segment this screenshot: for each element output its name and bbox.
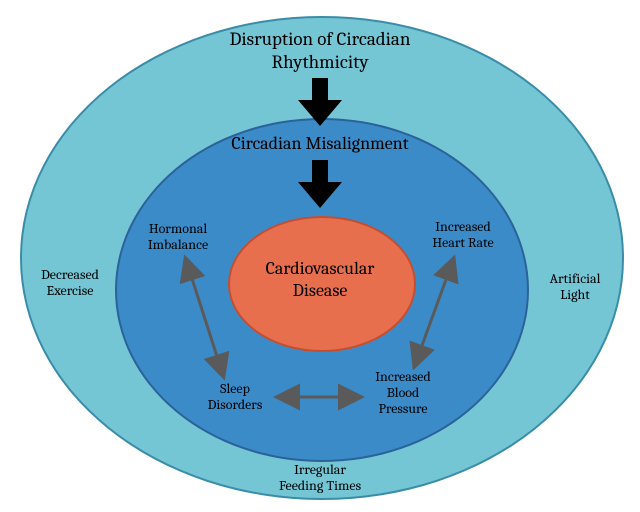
double-arrow-hormonal-sleep-icon [0, 0, 640, 512]
irregular-feeding-label: Irregular Feeding Times [260, 462, 380, 494]
decreased-exercise-label: Decreased Exercise [32, 267, 108, 299]
diagram-container: Disruption of Circadian Rhythmicity Circ… [0, 0, 640, 512]
artificial-light-label: Artificial Light [540, 271, 610, 303]
